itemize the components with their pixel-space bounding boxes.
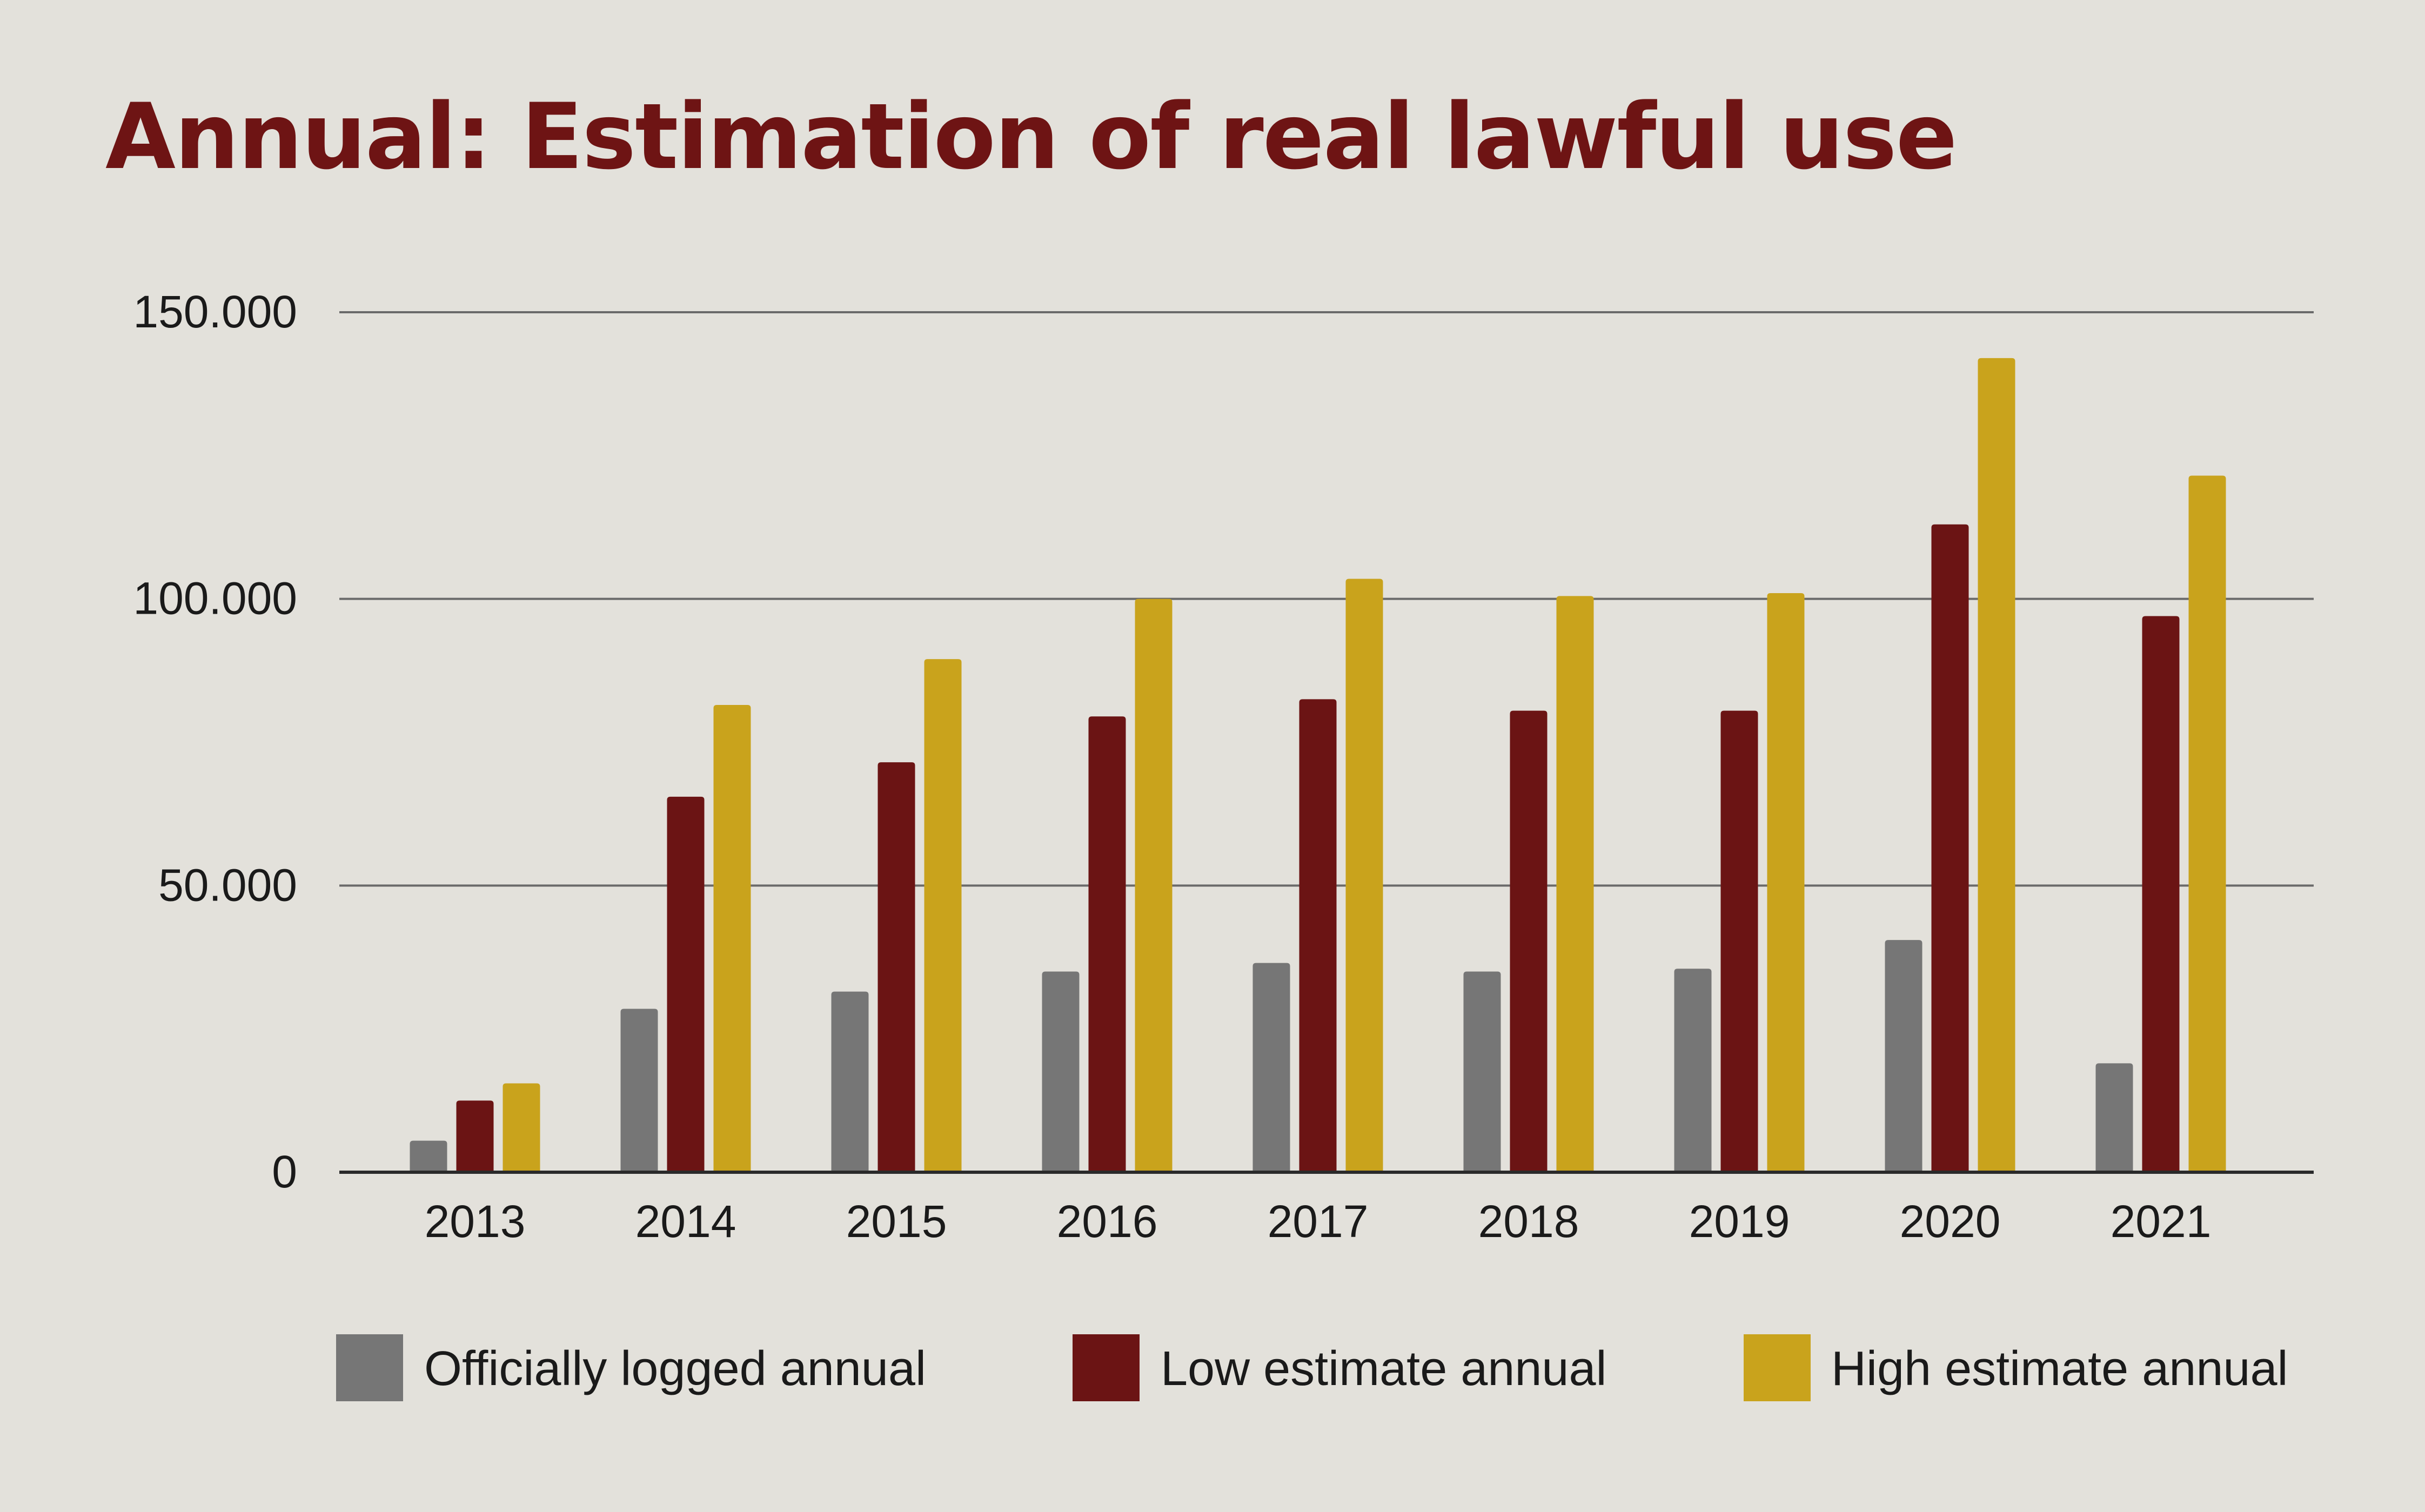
bar-low-2016 [1088,716,1126,1172]
x-tick-label: 2015 [846,1196,947,1247]
bar-high-2021 [2188,475,2226,1172]
x-tick-label: 2013 [425,1196,526,1247]
bar-low-2019 [1720,710,1758,1172]
bar-official-2018 [1463,971,1501,1172]
chart-title: Annual: Estimation of real lawful use [105,84,1958,190]
legend-label: High estimate annual [1831,1342,2288,1396]
legend-label: Low estimate annual [1161,1342,1607,1396]
y-tick-label: 50.000 [158,859,297,910]
x-tick-label: 2017 [1268,1196,1369,1247]
x-tick-label: 2018 [1478,1196,1579,1247]
bar-official-2014 [620,1009,658,1172]
axes: 0 50.000 100.000 150.000 2013 2014 2015 2016 201… [133,286,2314,1247]
x-tick-label: 2014 [635,1196,736,1247]
bar-high-2013 [503,1083,540,1172]
x-tick-label: 2020 [1900,1196,2001,1247]
legend-swatch [1744,1334,1811,1401]
legend-label: Officially logged annual [424,1342,926,1396]
bar-low-2017 [1299,699,1337,1172]
bar-low-2021 [2142,616,2180,1172]
legend: Officially logged annual Low estimate ann… [336,1334,2288,1401]
legend-swatch [1073,1334,1140,1401]
bar-official-2015 [831,991,869,1172]
bar-high-2020 [1978,358,2015,1172]
bar-official-2019 [1674,969,1712,1172]
bar-official-2016 [1042,971,1080,1172]
bar-low-2015 [877,762,915,1172]
x-tick-label: 2021 [2111,1196,2212,1247]
bar-high-2014 [713,705,751,1172]
y-tick-label: 100.000 [133,573,297,624]
bar-low-2014 [667,796,705,1172]
bar-low-2013 [456,1100,494,1172]
bar-high-2017 [1345,579,1383,1172]
bar-official-2020 [1885,940,1922,1172]
bar-high-2018 [1556,596,1594,1172]
bar-low-2020 [1931,524,1969,1172]
bars [410,358,2226,1172]
y-tick-label: 150.000 [133,286,297,337]
legend-swatch [336,1334,403,1401]
bar-high-2015 [924,659,962,1172]
y-tick-label: 0 [272,1146,297,1197]
x-tick-label: 2016 [1057,1196,1158,1247]
bar-high-2019 [1767,593,1805,1172]
bar-official-2021 [2095,1063,2133,1172]
bar-official-2017 [1252,963,1290,1172]
bar-high-2016 [1135,599,1173,1172]
bar-official-2013 [410,1140,447,1172]
x-tick-label: 2019 [1689,1196,1790,1247]
bar-low-2018 [1510,710,1548,1172]
